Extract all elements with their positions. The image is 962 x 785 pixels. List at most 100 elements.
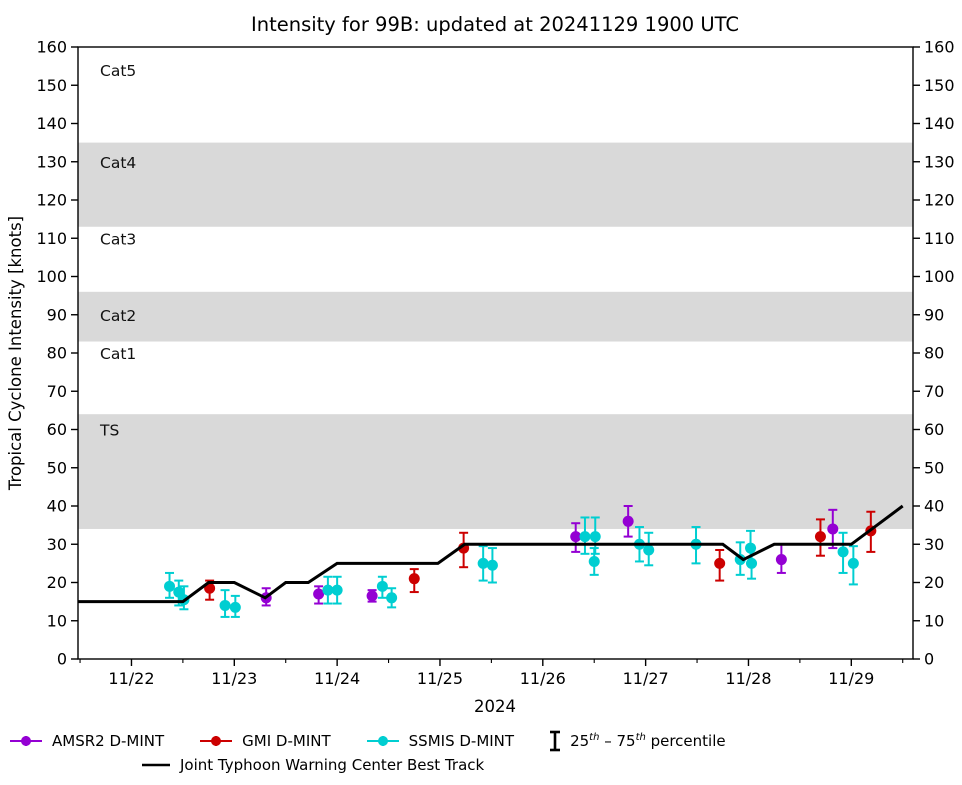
legend-label-amsr2: AMSR2 D-MINT bbox=[52, 732, 165, 750]
legend-row-1: AMSR2 D-MINT GMI D-MINT SSMIS D-MINT bbox=[0, 729, 962, 753]
legend-item-percentile: 25th – 75th percentile bbox=[548, 729, 726, 753]
data-point-amsr2 bbox=[827, 523, 839, 535]
chart-title: Intensity for 99B: updated at 20241129 1… bbox=[251, 13, 739, 36]
data-point-amsr2 bbox=[775, 554, 787, 566]
legend-label-ssmis: SSMIS D-MINT bbox=[408, 732, 515, 750]
legend-item-ssmis: SSMIS D-MINT bbox=[365, 732, 514, 750]
y-axis-label: Tropical Cyclone Intensity [knots] bbox=[6, 216, 25, 491]
data-point-ssmis bbox=[847, 557, 859, 569]
legend-label-gmi: GMI D-MINT bbox=[242, 732, 331, 750]
data-point-ssmis bbox=[376, 580, 388, 592]
x-axis-year-label: 2024 bbox=[474, 697, 516, 716]
best-track-line-icon bbox=[142, 763, 170, 767]
best-track-line bbox=[78, 504, 904, 604]
x-tick-label: 11/27 bbox=[623, 669, 669, 688]
legend-item-gmi: GMI D-MINT bbox=[198, 732, 331, 750]
data-point-ssmis bbox=[331, 584, 343, 596]
y-tick-label-right: 120 bbox=[924, 191, 955, 210]
y-tick-label-right: 70 bbox=[924, 382, 944, 401]
legend-item-best-track: Joint Typhoon Warning Center Best Track bbox=[140, 756, 484, 774]
x-tick-label: 11/24 bbox=[314, 669, 360, 688]
y-tick-label-left: 130 bbox=[36, 152, 67, 171]
y-tick-label-left: 60 bbox=[47, 420, 67, 439]
y-tick-label-right: 80 bbox=[924, 344, 944, 363]
y-tick-label-right: 30 bbox=[924, 535, 944, 554]
ssmis-marker-icon bbox=[366, 736, 399, 746]
y-tick-label-left: 80 bbox=[47, 344, 67, 363]
data-point-amsr2 bbox=[622, 515, 634, 527]
y-tick-label-right: 40 bbox=[924, 497, 944, 516]
y-tick-label-right: 60 bbox=[924, 420, 944, 439]
data-point-amsr2 bbox=[570, 531, 582, 543]
data-point-ssmis bbox=[164, 580, 176, 592]
data-point-gmi bbox=[714, 557, 726, 569]
legend-item-amsr2: AMSR2 D-MINT bbox=[8, 732, 164, 750]
data-point-ssmis bbox=[229, 601, 241, 613]
y-tick-label-left: 20 bbox=[47, 573, 67, 592]
data-point-ssmis bbox=[219, 599, 231, 611]
category-band bbox=[78, 414, 913, 529]
y-tick-label-right: 20 bbox=[924, 573, 944, 592]
legend-row-2: Joint Typhoon Warning Center Best Track bbox=[0, 756, 962, 774]
data-point-gmi bbox=[408, 573, 420, 585]
data-point-ssmis bbox=[745, 542, 757, 554]
y-tick-label-right: 100 bbox=[924, 267, 955, 286]
y-tick-label-right: 160 bbox=[924, 38, 955, 57]
category-band bbox=[78, 291, 913, 342]
x-tick-label: 11/22 bbox=[108, 669, 154, 688]
legend-label-best-track: Joint Typhoon Warning Center Best Track bbox=[180, 756, 485, 774]
x-tick-label: 11/28 bbox=[725, 669, 771, 688]
percentile-text-25: 25 bbox=[570, 732, 590, 750]
y-tick-label-right: 50 bbox=[924, 458, 944, 477]
category-label: Cat1 bbox=[100, 345, 136, 363]
data-point-ssmis bbox=[477, 557, 489, 569]
legend: AMSR2 D-MINT GMI D-MINT SSMIS D-MINT bbox=[0, 729, 962, 774]
y-tick-label-left: 110 bbox=[36, 229, 67, 248]
y-tick-label-left: 40 bbox=[47, 497, 67, 516]
percentile-text-dash-75: – 75 bbox=[599, 732, 636, 750]
y-tick-label-left: 150 bbox=[36, 76, 67, 95]
category-label: Cat2 bbox=[100, 307, 136, 325]
data-point-ssmis bbox=[589, 531, 601, 543]
y-tick-label-left: 30 bbox=[47, 535, 67, 554]
y-tick-label-left: 160 bbox=[36, 38, 67, 57]
y-tick-label-right: 90 bbox=[924, 305, 944, 324]
y-tick-label-left: 100 bbox=[36, 267, 67, 286]
category-label: TS bbox=[99, 422, 119, 440]
data-point-gmi bbox=[814, 531, 826, 543]
data-point-ssmis bbox=[322, 584, 334, 596]
y-tick-label-left: 70 bbox=[47, 382, 67, 401]
data-point-ssmis bbox=[643, 544, 655, 556]
gmi-marker-icon bbox=[200, 736, 233, 746]
y-tick-label-left: 10 bbox=[47, 611, 67, 630]
data-point-ssmis bbox=[746, 557, 758, 569]
y-tick-label-left: 90 bbox=[47, 305, 67, 324]
data-point-ssmis bbox=[579, 531, 591, 543]
data-point-amsr2 bbox=[366, 590, 378, 602]
y-tick-label-left: 120 bbox=[36, 191, 67, 210]
y-tick-label-right: 140 bbox=[924, 114, 955, 133]
data-point-ssmis bbox=[386, 592, 398, 604]
y-tick-label-left: 0 bbox=[57, 650, 67, 669]
data-point-ssmis bbox=[486, 559, 498, 571]
y-tick-label-right: 0 bbox=[924, 650, 934, 669]
intensity-time-series-chart: TS Cat1 Cat2 Cat3 Cat4 Cat5 0 0 10 10 20 20 30 30 40 40… bbox=[6, 13, 955, 716]
legend-label-percentile: 25th – 75th percentile bbox=[570, 732, 726, 750]
x-tick-label: 11/25 bbox=[417, 669, 463, 688]
percentile-sup-th-1: th bbox=[589, 732, 600, 743]
y-tick-label-left: 140 bbox=[36, 114, 67, 133]
y-tick-label-left: 50 bbox=[47, 458, 67, 477]
data-point-ssmis bbox=[837, 546, 849, 558]
data-point-amsr2 bbox=[313, 588, 325, 600]
y-tick-label-right: 110 bbox=[924, 229, 955, 248]
percentile-sup-th-2: th bbox=[635, 732, 646, 743]
y-tick-label-right: 10 bbox=[924, 611, 944, 630]
category-label: Cat5 bbox=[100, 62, 136, 80]
x-tick-label: 11/29 bbox=[828, 669, 874, 688]
category-label: Cat3 bbox=[100, 230, 136, 248]
y-tick-label-right: 150 bbox=[924, 76, 955, 95]
percentile-errorbar-icon bbox=[550, 730, 561, 752]
x-tick-label: 11/26 bbox=[520, 669, 566, 688]
y-tick-label-right: 130 bbox=[924, 152, 955, 171]
